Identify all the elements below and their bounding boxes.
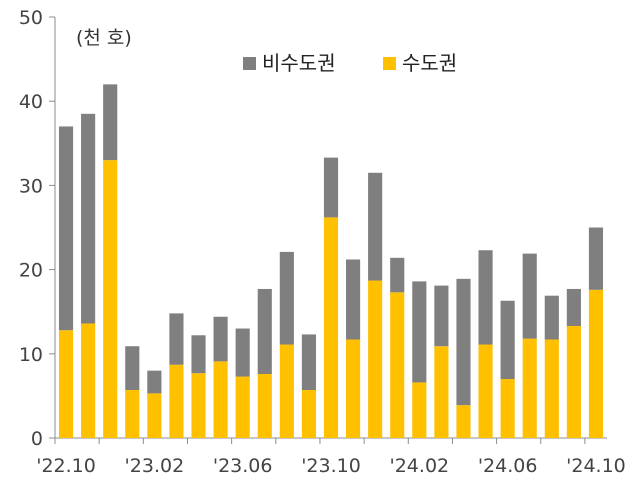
- bar-nonmetro: [522, 253, 537, 339]
- legend: 비수도권 수도권: [243, 51, 457, 75]
- bar-nonmetro: [323, 157, 339, 218]
- x-tick-label: '23.06: [213, 455, 273, 477]
- bar-metro: [412, 382, 427, 438]
- bar-metro: [478, 344, 493, 438]
- y-tick-label: 50: [19, 7, 43, 29]
- bar-metro: [544, 339, 559, 438]
- bar-nonmetro: [368, 172, 383, 281]
- bar-nonmetro: [412, 281, 427, 383]
- bar-metro: [103, 160, 118, 438]
- bar-metro: [522, 338, 537, 438]
- legend-swatch-nonmetro: [243, 57, 256, 70]
- bar-metro: [566, 326, 581, 438]
- bar-metro: [323, 217, 339, 438]
- y-tick-label: 10: [19, 344, 43, 366]
- bar-metro: [390, 292, 405, 438]
- bar-metro: [500, 379, 515, 438]
- bar-nonmetro: [566, 288, 581, 327]
- x-tick-label: '24.06: [478, 455, 538, 477]
- x-tick-label: '24.02: [390, 455, 450, 477]
- bar-metro: [169, 364, 184, 438]
- bar-metro: [588, 289, 604, 438]
- bar-nonmetro: [58, 126, 74, 331]
- y-tick-label: 30: [19, 175, 43, 197]
- bar-nonmetro: [213, 316, 228, 362]
- bar-metro: [279, 344, 294, 438]
- bar-nonmetro: [544, 295, 559, 340]
- bar-metro: [346, 339, 361, 438]
- bar-nonmetro: [169, 313, 184, 365]
- x-tick-label: '22.10: [36, 455, 96, 477]
- bar-metro: [257, 374, 272, 438]
- bar-metro: [301, 390, 316, 438]
- bar-nonmetro: [346, 259, 361, 340]
- bar-nonmetro: [588, 227, 604, 290]
- y-axis: 0 10 20 30 40 50: [19, 7, 56, 450]
- bar-nonmetro: [478, 250, 493, 345]
- y-tick-label: 0: [31, 428, 43, 450]
- legend-label-nonmetro: 비수도권: [262, 51, 336, 75]
- x-tick-label: '23.02: [125, 455, 185, 477]
- bar-nonmetro: [456, 278, 471, 406]
- bar-metro: [213, 361, 228, 438]
- bar-nonmetro: [500, 300, 515, 380]
- bar-nonmetro: [301, 334, 316, 391]
- bar-metro: [147, 393, 162, 438]
- bar-metro: [58, 330, 74, 438]
- bar-nonmetro: [125, 346, 140, 391]
- x-tick-label: '23.10: [301, 455, 361, 477]
- bar-nonmetro: [434, 285, 449, 347]
- x-axis: '22.10 '23.02 '23.06 '23.10 '24.02 '24.06 '24.…: [36, 437, 626, 477]
- bar-nonmetro: [257, 288, 272, 375]
- bar-metro: [125, 390, 140, 438]
- legend-label-metro: 수도권: [402, 51, 457, 75]
- unit-label: (천 호): [76, 27, 132, 49]
- bar-nonmetro: [81, 113, 96, 324]
- bar-nonmetro: [103, 84, 118, 161]
- y-tick-label: 20: [19, 260, 43, 282]
- bar-metro: [456, 405, 471, 438]
- bar-metro: [368, 280, 383, 438]
- legend-swatch-metro: [383, 57, 396, 70]
- bar-metro: [81, 323, 96, 438]
- bar-nonmetro: [390, 257, 405, 293]
- bar-nonmetro: [235, 328, 250, 377]
- bar-nonmetro: [147, 370, 162, 394]
- bar-metro: [191, 373, 206, 438]
- bar-metro: [235, 376, 250, 438]
- y-tick-label: 40: [19, 91, 43, 113]
- bars: [58, 84, 604, 438]
- bar-metro: [434, 346, 449, 438]
- bar-nonmetro: [279, 251, 294, 345]
- bar-nonmetro: [191, 335, 206, 374]
- x-tick-label: '24.10: [566, 455, 626, 477]
